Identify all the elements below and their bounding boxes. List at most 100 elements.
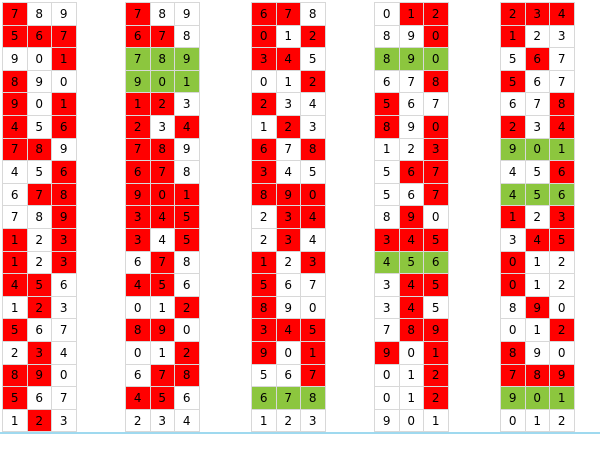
grid-cell: 6 [398,160,424,184]
grid-cell: 8 [26,137,52,162]
grid-cell: 0 [125,341,151,365]
grid-cell: 4 [51,341,77,365]
grid-cell: 4 [149,205,175,229]
grid-cell: 1 [2,295,28,320]
grid-cell: 9 [275,182,301,207]
grid-cell: 6 [51,160,77,184]
grid-cell: 1 [174,182,200,207]
grid-cell: 0 [174,318,200,342]
grid-cell: 1 [374,137,400,162]
grid-cell: 0 [374,386,400,410]
grid-cell: 0 [300,295,326,320]
grid-cell: 9 [398,205,424,229]
grid-cell: 5 [174,228,200,252]
grid-cell: 3 [149,408,175,433]
grid-cell: 0 [423,205,449,229]
grid-cell: 4 [125,386,151,410]
grid-cell: 2 [300,69,326,94]
bottom-divider [0,432,600,434]
grid-cell: 5 [26,160,52,184]
grid-cell: 2 [549,273,575,297]
grid-cell: 0 [500,273,526,297]
grid-cell: 1 [398,386,424,410]
grid-cell: 0 [398,341,424,365]
grid-cell: 2 [174,295,200,320]
grid-cell: 2 [2,341,28,365]
grid-cell: 5 [149,386,175,410]
grid-cell: 3 [524,115,550,139]
grid-cell: 8 [423,69,449,94]
grid-cell: 8 [149,47,175,71]
grid-cell: 6 [524,47,550,71]
grid-cell: 7 [125,2,151,26]
grid-cell: 9 [500,137,526,162]
grid-cell: 4 [2,115,28,139]
grid-cell: 6 [125,250,151,275]
grid-cell: 6 [125,160,151,184]
grid-cell: 1 [2,408,28,433]
grid-cell: 1 [125,92,151,116]
grid-cell: 6 [251,386,277,410]
grid-cell: 4 [549,115,575,139]
grid-cell: 7 [423,160,449,184]
grid-cell: 4 [398,228,424,252]
grid-cell: 3 [51,408,77,433]
grid-cell: 2 [125,115,151,139]
grid-cell: 2 [524,24,550,49]
grid-cell: 6 [374,69,400,94]
grid-cell: 7 [524,92,550,116]
grid-cell: 1 [2,250,28,275]
grid-cell: 4 [275,318,301,342]
grid-cell: 4 [174,115,200,139]
grid-cell: 0 [51,363,77,388]
grid-cell: 9 [374,408,400,433]
grid-cell: 8 [174,160,200,184]
grid-cell: 9 [125,69,151,94]
grid-cell: 5 [423,228,449,252]
grid-cell: 5 [398,250,424,275]
grid-cell: 1 [549,137,575,162]
grid-cell: 0 [374,363,400,388]
grid-cell: 2 [251,205,277,229]
grid-cell: 3 [374,273,400,297]
grid-cell: 1 [251,250,277,275]
grid-cell: 8 [500,295,526,320]
grid-cell: 6 [51,115,77,139]
grid-cell: 2 [500,2,526,26]
grid-cell: 8 [524,363,550,388]
grid-cell: 8 [26,205,52,229]
grid-cell: 3 [125,205,151,229]
grid-cell: 0 [26,47,52,71]
grid-cell: 7 [374,318,400,342]
grid-cell: 7 [549,47,575,71]
grid-cell: 8 [549,92,575,116]
grid-cell: 7 [51,386,77,410]
grid-cell: 5 [374,160,400,184]
grid-cell: 3 [275,205,301,229]
grid-cell: 9 [51,137,77,162]
grid-cell: 7 [51,24,77,49]
grid-cell: 5 [500,47,526,71]
grid-cell: 6 [125,24,151,49]
grid-cell: 0 [423,115,449,139]
grid-cell: 3 [251,47,277,71]
grid-cell: 4 [300,205,326,229]
grid-cell: 4 [300,92,326,116]
grid-cell: 7 [26,182,52,207]
grid-cell: 7 [2,2,28,26]
grid-cell: 2 [26,250,52,275]
grid-cell: 0 [275,341,301,365]
grid-cell: 4 [549,2,575,26]
grid-cell: 0 [51,69,77,94]
grid-cell: 5 [423,295,449,320]
grid-cell: 2 [524,205,550,229]
grid-cell: 2 [251,92,277,116]
grid-cell: 7 [275,137,301,162]
grid-cell: 5 [174,205,200,229]
grid-cell: 7 [398,69,424,94]
grid-cell: 7 [2,137,28,162]
grid-cell: 6 [524,69,550,94]
grid-cell: 5 [2,24,28,49]
grid-cell: 2 [125,408,151,433]
grid-cell: 2 [549,408,575,433]
